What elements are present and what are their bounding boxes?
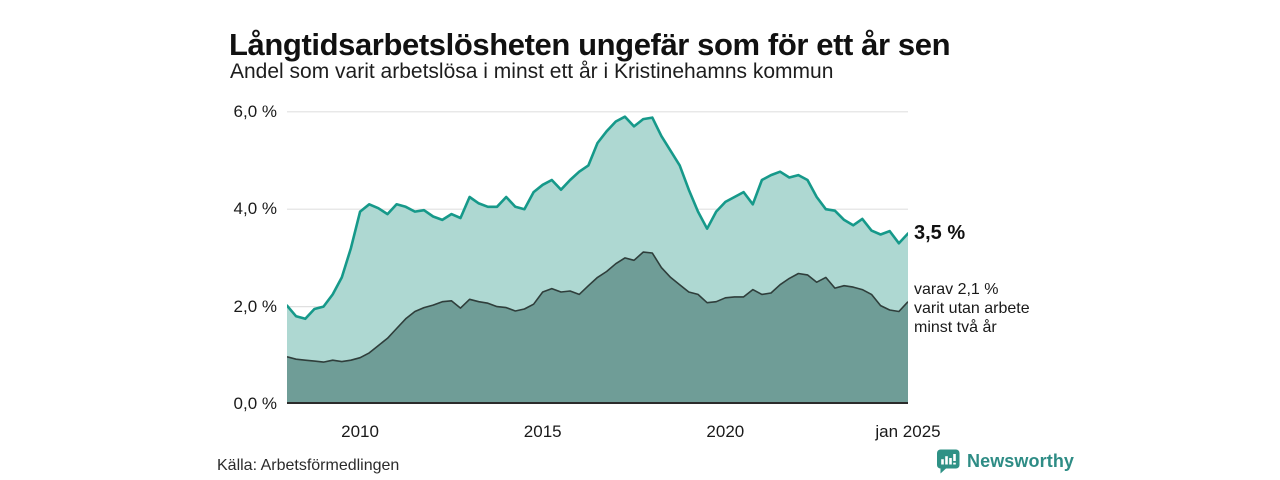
x-tick-label: 2015 [523, 422, 562, 441]
x-tick-label: 2020 [706, 422, 745, 441]
source-label: Källa: Arbetsförmedlingen [217, 457, 400, 474]
x-tick-label: jan 2025 [875, 422, 941, 441]
end-value-label: 3,5 % [914, 222, 966, 244]
y-tick-label: 0,0 % [233, 394, 277, 413]
page-title: Långtidsarbetslösheten ungefär som för e… [229, 26, 951, 62]
area-chart [285, 104, 910, 404]
line-two-year [286, 251, 909, 363]
y-tick-label: 4,0 % [233, 199, 277, 219]
y-tick-label: 6,0 % [233, 101, 277, 121]
x-tick-label: 2010 [341, 422, 379, 441]
breakdown-line: varav 2,1 % [914, 281, 999, 298]
line-total [285, 115, 910, 321]
breakdown-annotation: varav 2,1 % varit utan arbete minst två … [914, 280, 1030, 337]
area-chart-svg [285, 111, 910, 404]
y-tick-label: 2,0 % [233, 296, 277, 316]
page-subtitle: Andel som varit arbetslösa i minst ett å… [230, 60, 834, 83]
newsworthy-logo: Newsworthy [936, 449, 1074, 474]
newsworthy-wordmark: Newsworthy [967, 451, 1075, 471]
newsworthy-bubble-chart-icon [937, 449, 960, 474]
breakdown-line: varit utan arbete [914, 300, 1030, 317]
breakdown-line: minst två år [914, 319, 997, 336]
